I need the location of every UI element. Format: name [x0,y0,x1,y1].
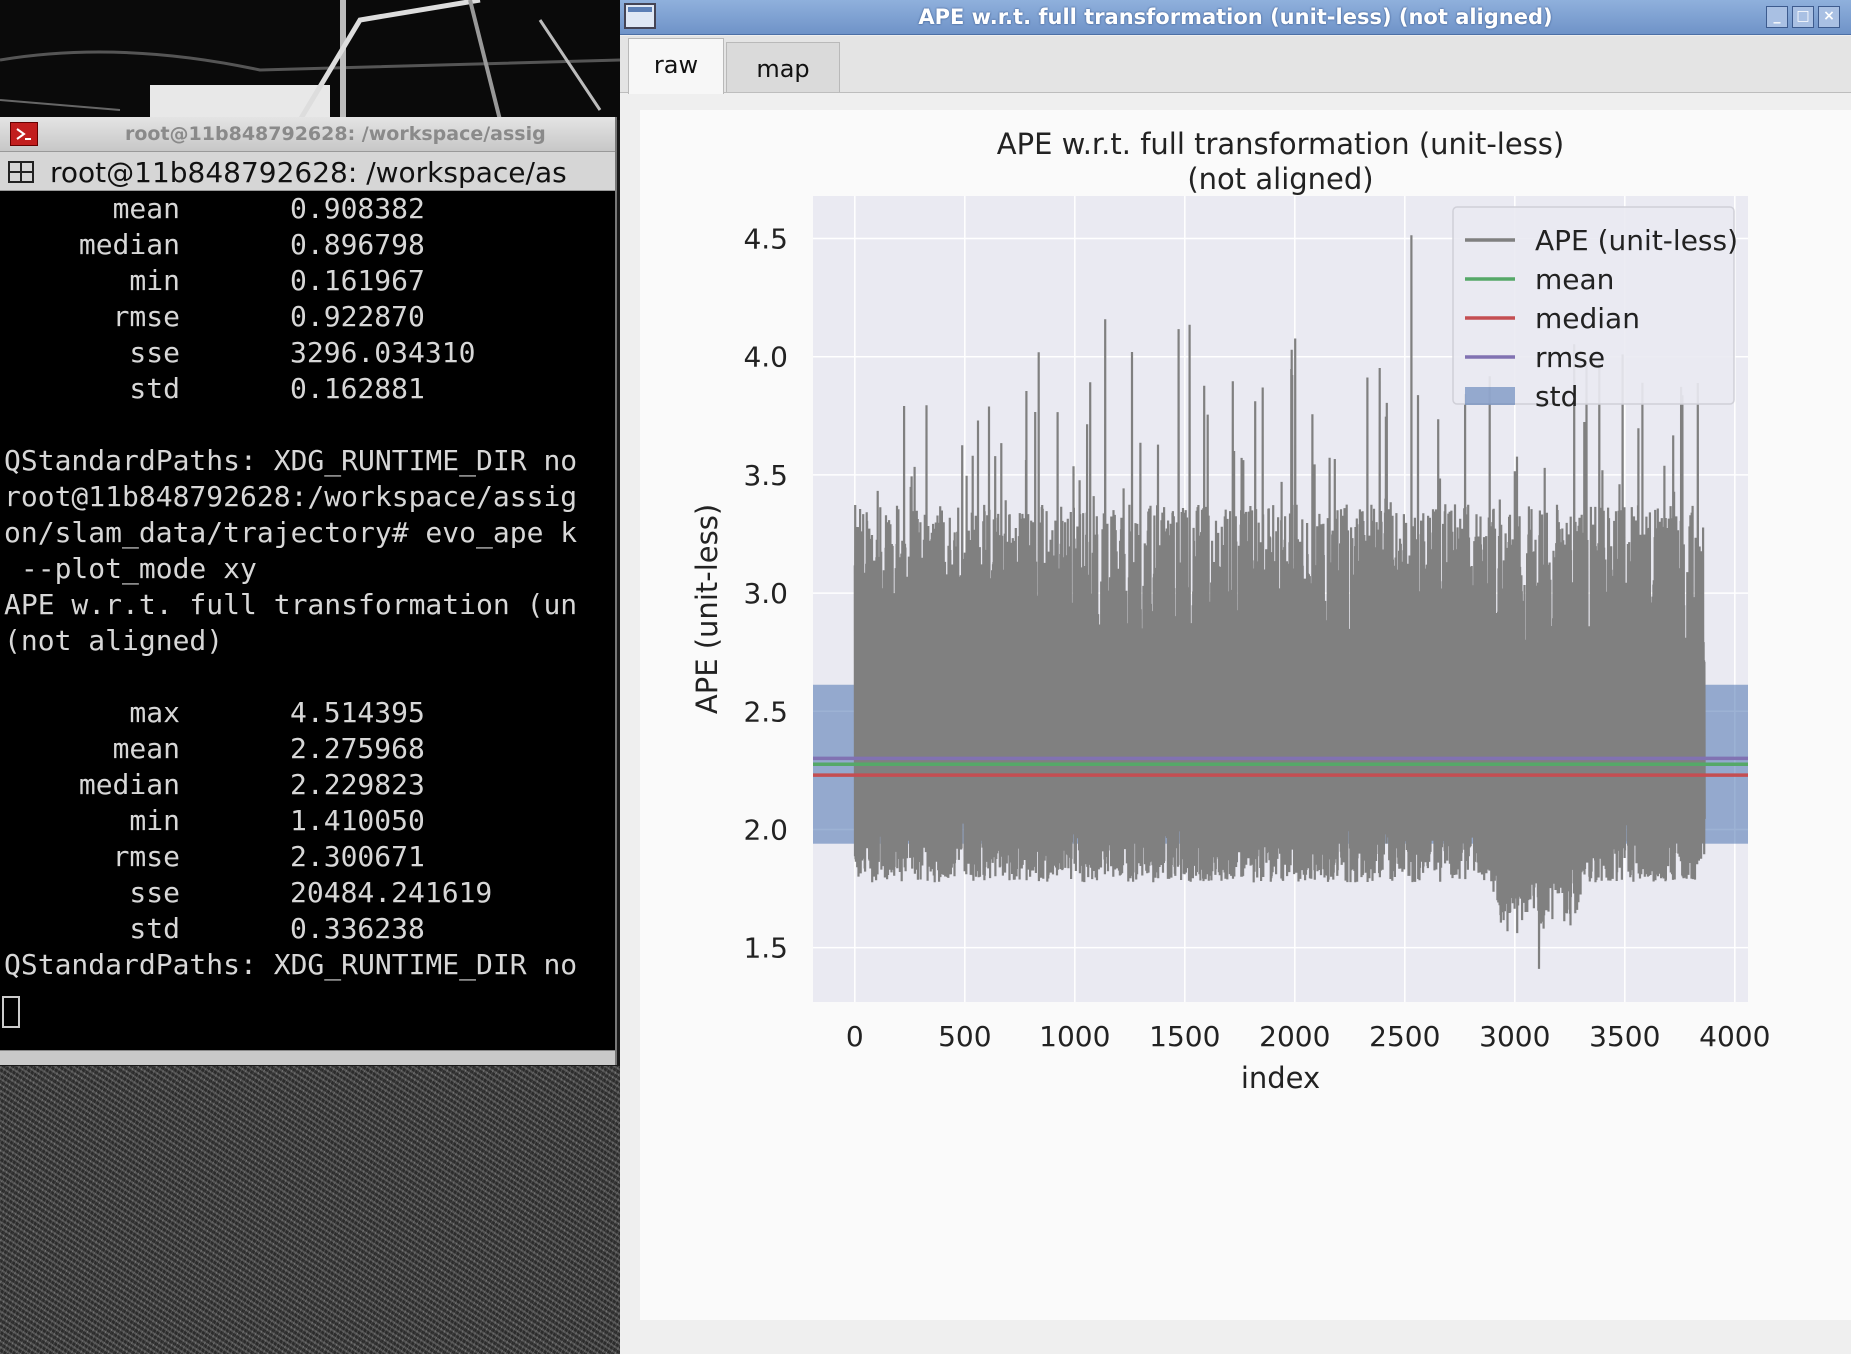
terminal-title: root@11b848792628: /workspace/assig [125,123,546,145]
x-tick-label: 4000 [1699,1020,1770,1053]
chart-subtitle: (not aligned) [1187,162,1373,196]
legend-label: mean [1535,263,1614,296]
stat-value: 2.300671 [290,840,425,873]
maximize-button[interactable]: □ [1792,6,1814,28]
x-tick-label: 0 [846,1020,864,1053]
y-axis-label: APE (unit-less) [690,504,724,714]
plot-tab-bar: raw map [620,36,1851,94]
x-tick-label: 1500 [1149,1020,1220,1053]
stat-value: 0.908382 [290,192,425,225]
legend-label: median [1535,302,1640,335]
stat-value: 20484.241619 [290,876,493,909]
stat-value: 4.514395 [290,696,425,729]
terminal-line: --plot_mode xy [4,552,257,585]
x-tick-label: 2500 [1369,1020,1440,1053]
x-tick-label: 1000 [1039,1020,1110,1053]
terminal-line: (not aligned) [4,624,224,657]
stat-name: median [78,228,180,261]
stat-value: 0.162881 [290,372,425,405]
stat-name: std [129,912,180,945]
ape-series-line [853,235,1706,969]
ape-chart: 0 500 1000 1500 2000 2500 3000 3500 4000 1.5 2.0 2.… [690,127,1770,1095]
desktop-background-bottom [0,1066,620,1354]
y-tick-label: 4.0 [743,341,788,374]
stat-name: min [129,264,180,297]
stat-name: mean [112,192,180,225]
terminal-tab-label: root@11b848792628: /workspace/as [50,156,567,189]
stat-name: sse [129,336,180,369]
stat-value: 0.161967 [290,264,425,297]
plot-window[interactable]: APE w.r.t. full transformation (unit-les… [620,0,1851,1354]
stat-value: 2.229823 [290,768,425,801]
terminal-line: QStandardPaths: XDG_RUNTIME_DIR no [4,444,578,477]
window-icon[interactable] [624,3,656,29]
terminal-window[interactable]: root@11b848792628: /workspace/assig root… [0,117,617,1065]
tab-raw[interactable]: raw [628,38,724,94]
terminal-line: APE w.r.t. full transformation (un [4,588,578,621]
stat-value: 0.336238 [290,912,425,945]
legend-swatch [1465,387,1515,405]
legend-label: std [1535,380,1578,413]
stat-name: rmse [112,840,180,873]
stat-name: min [129,804,180,837]
x-tick-label: 3500 [1589,1020,1660,1053]
y-tick-label: 2.0 [743,813,788,846]
y-tick-label: 1.5 [743,932,788,965]
x-tick-label: 2000 [1259,1020,1330,1053]
legend-box [1452,206,1735,405]
y-tick-label: 4.5 [743,223,788,256]
x-tick-label: 500 [938,1020,991,1053]
terminal-output[interactable]: mean 0.908382 median 0.896798 min 0.1619… [0,191,615,1051]
tab-map[interactable]: map [726,42,840,92]
plot-window-title: APE w.r.t. full transformation (unit-les… [918,5,1553,29]
y-tick-label: 2.5 [743,695,788,728]
close-button[interactable]: × [1818,6,1840,28]
stat-value: 1.410050 [290,804,425,837]
stat-name: median [78,768,180,801]
plot-window-titlebar[interactable]: APE w.r.t. full transformation (unit-les… [620,0,1851,35]
desktop-background-top [0,0,620,120]
y-tick-label: 3.0 [743,577,788,610]
stat-name: max [129,696,180,729]
legend-label: APE (unit-less) [1535,224,1738,257]
background-image [0,0,620,120]
stat-value: 0.922870 [290,300,425,333]
terminal-line: root@11b848792628:/workspace/assig [4,480,578,513]
stat-name: mean [112,732,180,765]
terminal-tab[interactable]: root@11b848792628: /workspace/as [0,152,615,191]
stat-value: 0.896798 [290,228,425,261]
terminal-line: QStandardPaths: XDG_RUNTIME_DIR no [4,948,578,981]
terminal-titlebar[interactable]: root@11b848792628: /workspace/assig [0,117,615,152]
terminal-scrollbar[interactable] [0,1050,615,1065]
stat-value: 3296.034310 [290,336,476,369]
x-tick-label: 3000 [1479,1020,1550,1053]
stat-name: rmse [112,300,180,333]
stat-name: std [129,372,180,405]
chart-title: APE w.r.t. full transformation (unit-les… [997,127,1564,161]
terminal-line: on/slam_data/trajectory# evo_ape k [4,516,578,549]
terminal-app-icon [10,122,38,146]
plot-canvas[interactable]: 0 500 1000 1500 2000 2500 3000 3500 4000 1.5 2.0 2.… [640,110,1851,1320]
y-tick-label: 3.5 [743,459,788,492]
x-axis-label: index [1241,1061,1320,1095]
stat-name: sse [129,876,180,909]
minimize-button[interactable]: _ [1766,6,1788,28]
tab-menu-icon[interactable] [8,161,34,183]
stat-value: 2.275968 [290,732,425,765]
legend-label: rmse [1535,341,1605,374]
terminal-cursor [2,996,20,1028]
